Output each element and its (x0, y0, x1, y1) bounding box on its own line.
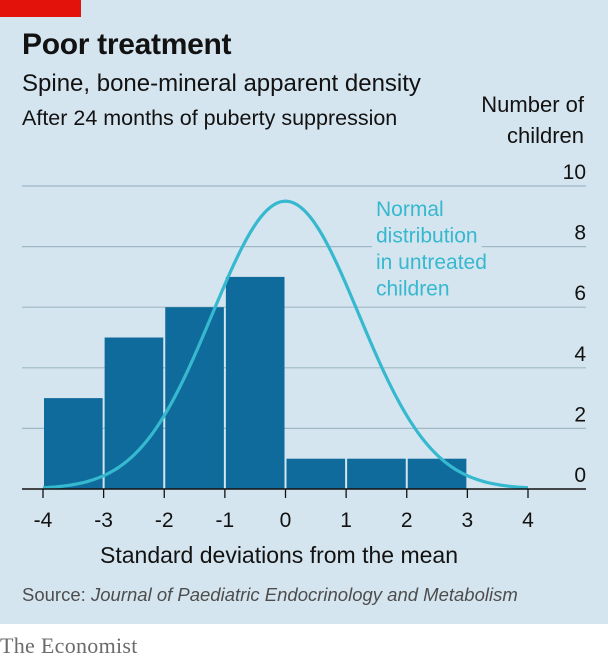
chart-title: Poor treatment (22, 28, 232, 61)
x-axis-label: Standard deviations from the mean (100, 542, 458, 568)
annotation-knockout (372, 278, 454, 301)
y-axis-label-line-1: Number of (481, 92, 584, 117)
x-tick-label: 1 (340, 509, 352, 532)
annotation-knockout (372, 225, 482, 248)
brand-red-tab (0, 0, 81, 17)
y-tick-label: 6 (574, 282, 586, 305)
annotation-knockout (372, 199, 448, 221)
curve-annotation-line: in untreated (376, 251, 487, 274)
source-name: Journal of Paediatric Endocrinology and … (91, 584, 518, 605)
histogram-bar (407, 458, 467, 489)
y-tick-label: 2 (574, 403, 586, 426)
x-tick-label: 2 (401, 509, 413, 532)
source-prefix: Source: (22, 584, 86, 605)
curve-annotation: Normal distribution in untreated children (372, 198, 491, 301)
x-axis (22, 488, 586, 498)
annotation-knockout (372, 252, 491, 274)
y-tick-label: 4 (574, 343, 586, 366)
chart-subtitle: Spine, bone-mineral apparent density (22, 70, 421, 97)
y-tick-label: 8 (574, 222, 586, 245)
chart-panel (0, 0, 608, 624)
y-tick-label: 0 (574, 464, 586, 487)
brand-footer: The Economist (0, 633, 138, 658)
grid-lines (22, 185, 586, 429)
x-tick-label: 0 (280, 509, 292, 532)
x-tick-label: -3 (94, 509, 113, 532)
x-tick-label: -2 (155, 509, 174, 532)
histogram-bar (347, 458, 406, 489)
histogram-chart: 0 2 4 6 8 10 -4 -3 -2 -1 0 1 2 3 4 Normal distribution i… (22, 161, 587, 532)
curve-annotation-line: Normal (376, 198, 444, 221)
histogram-bar (104, 337, 164, 489)
y-axis-label-line-2: children (506, 123, 584, 148)
histogram-bar (286, 458, 346, 489)
x-tick-label: -1 (216, 509, 235, 532)
normal-distribution-curve (42, 199, 529, 490)
histogram-bars (44, 276, 467, 489)
curve-annotation-line: children (376, 278, 450, 301)
x-tick-label: 3 (462, 509, 474, 532)
histogram-bar (225, 276, 285, 489)
x-tick-label: -4 (34, 509, 53, 532)
tick-labels: 0 2 4 6 8 10 -4 -3 -2 -1 0 1 2 3 4 (34, 161, 587, 532)
y-tick-label: 10 (563, 161, 586, 184)
x-tick-label: 4 (522, 509, 534, 532)
histogram-bar (44, 398, 103, 489)
chart-subsubtitle: After 24 months of puberty suppression (22, 106, 398, 130)
curve-annotation-line: distribution (376, 225, 478, 248)
